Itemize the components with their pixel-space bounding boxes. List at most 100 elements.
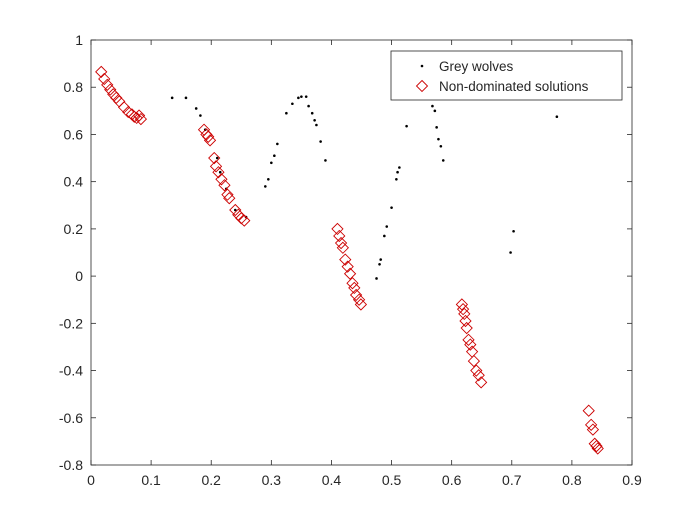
x-tick-label: 0.1 (141, 472, 161, 488)
diamond-point (229, 203, 242, 217)
y-tick-label: 0.2 (64, 221, 84, 237)
diamond-point (354, 298, 368, 311)
wolf-point (233, 208, 237, 212)
wolf-point (512, 229, 515, 233)
diamond-point (459, 314, 472, 328)
diamond-point (122, 105, 135, 119)
x-tick-label: 0.3 (262, 472, 282, 488)
diamond-point (203, 134, 217, 147)
diamond-point (348, 281, 361, 295)
plot-background (91, 40, 632, 465)
wolf-point (324, 159, 327, 162)
diamond-point (334, 236, 348, 250)
x-tick-label: 0.7 (502, 472, 522, 488)
diamond-point (339, 253, 352, 266)
diamond-point (343, 267, 357, 280)
diamond-point (98, 72, 111, 86)
y-tick-label: 1 (75, 32, 83, 48)
y-tick-label: -0.2 (59, 315, 83, 331)
diamond-point (202, 130, 215, 143)
wolf-point (435, 126, 438, 129)
diamond-point (208, 151, 221, 165)
wolf-point (378, 263, 381, 266)
x-tick-label: 0.8 (562, 472, 582, 488)
diamond-point (462, 333, 475, 346)
wolf-point (264, 185, 267, 188)
legend-label: Grey wolves (439, 59, 514, 74)
wolf-point (194, 107, 198, 110)
y-tick-label: 0 (75, 268, 83, 284)
diamond-point (582, 404, 595, 417)
wolf-point (398, 166, 401, 169)
wolf-point (439, 144, 443, 148)
data-points (95, 65, 604, 455)
y-tick-label: -0.6 (59, 410, 83, 426)
diamond-point (464, 338, 477, 351)
wolf-point (307, 104, 310, 108)
wolf-point (375, 277, 378, 280)
wolf-point (390, 206, 393, 209)
legend: Grey wolves Non-dominated solutions (390, 50, 623, 101)
legend-dot-marker (420, 64, 424, 68)
diamond-point (472, 369, 485, 382)
x-tick-label: 0.6 (442, 472, 462, 488)
diamond-point (101, 78, 114, 91)
diamond-point (215, 173, 228, 186)
diamond-point (209, 160, 223, 173)
diamond-point (238, 214, 251, 227)
diamond-point (221, 188, 234, 201)
y-tick-label: -0.4 (59, 363, 83, 379)
wolf-point (304, 95, 308, 98)
diamond-point (336, 241, 350, 254)
wolf-point (215, 156, 219, 160)
diamond-point (455, 298, 469, 311)
diamond-point (352, 293, 366, 306)
axes: 0 0.1 0.2 0.3 0.4 0.5 0.6 0.7 0.8 0.9 1 0.8 0.6 0.4 0.… (59, 32, 642, 488)
x-tick-label: 0.2 (201, 472, 221, 488)
diamond-point (584, 418, 598, 431)
legend-diamond-marker (415, 79, 429, 93)
legend-box (390, 50, 623, 101)
wolf-point (437, 137, 440, 141)
diamond-point (341, 260, 354, 273)
diamond-point (95, 65, 108, 79)
wolf-point (270, 161, 273, 165)
wolf-point (285, 111, 288, 115)
diamond-point (458, 307, 471, 321)
x-tick-label: 0.5 (382, 472, 402, 488)
wolf-point (431, 104, 434, 108)
wolf-point (319, 140, 322, 143)
wolf-point (379, 258, 383, 261)
diamond-point (591, 442, 604, 455)
diamond-point (456, 303, 470, 316)
diamond-point (346, 277, 359, 290)
axes-box (90, 39, 633, 466)
wolf-point (315, 123, 318, 127)
wolf-point (396, 170, 399, 174)
series-2 (95, 65, 604, 455)
y-tick-label: -0.8 (59, 457, 83, 473)
legend-label: Non-dominated solutions (439, 79, 589, 94)
diamond-point (128, 110, 141, 123)
diamond-point (218, 179, 231, 192)
wolf-point (395, 178, 398, 181)
wolf-point (291, 102, 294, 106)
wolf-point (273, 154, 276, 157)
wolf-point (267, 178, 270, 181)
wolf-point (509, 251, 512, 254)
wolf-point (276, 142, 279, 146)
diamond-point (331, 222, 344, 236)
diamond-point (132, 109, 146, 122)
wolf-point (313, 118, 316, 122)
x-tick-label: 0.4 (322, 472, 342, 488)
diamond-point (470, 364, 483, 377)
diamond-point (212, 166, 225, 179)
wolf-point (433, 109, 437, 113)
series-1 (170, 95, 559, 280)
wolf-point (383, 234, 386, 238)
diamond-point (333, 229, 346, 243)
wolf-point (218, 170, 222, 174)
diamond-point (235, 212, 248, 225)
diamond-point (104, 83, 117, 96)
